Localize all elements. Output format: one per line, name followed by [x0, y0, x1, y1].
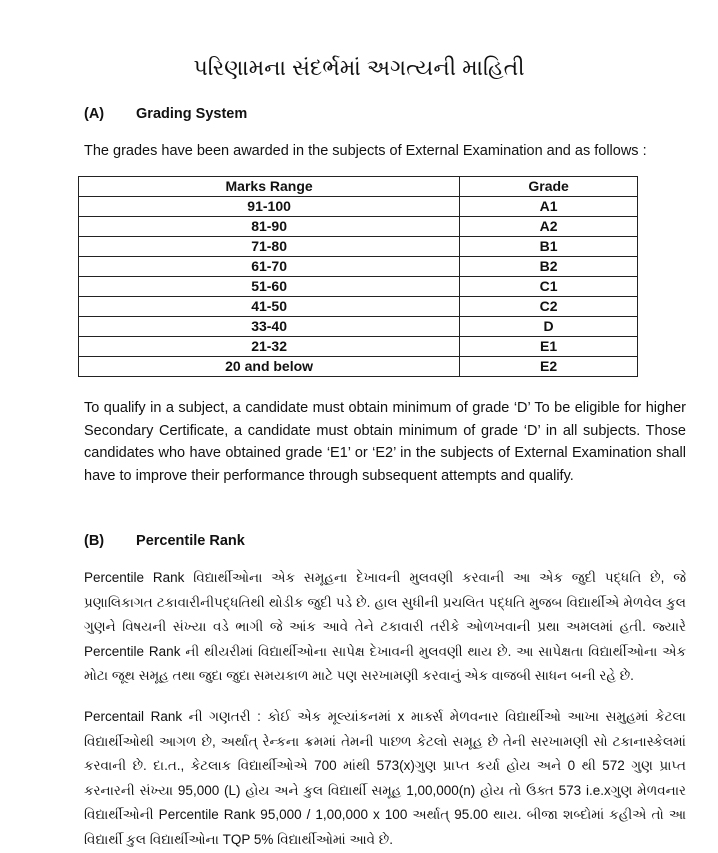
section-b-title: Percentile Rank: [136, 533, 245, 549]
grade-cell: C2: [459, 296, 638, 317]
grade-cell: E2: [459, 356, 638, 377]
percentile-paragraph-2: Percentail Rank ની ગણતરી : કોઈ એક મૂલ્યા…: [84, 709, 686, 847]
percentile-paragraph-1: Percentile Rank વિદ્યાર્થીઓના એક સમૂહના …: [84, 570, 686, 684]
page-title: પરિણામના સંદર્ભમાં અગત્યની માહિતી: [193, 55, 525, 80]
grade-cell: E1: [459, 336, 638, 357]
grade-cell: A1: [459, 196, 638, 217]
marks-range-cell: 71-80: [77, 236, 461, 257]
grade-cell: D: [459, 316, 638, 337]
grading-table: Marks Range Grade 91-100 A1 81-90 A2 71-80 B1…: [77, 176, 638, 377]
section-a-label: (A): [84, 106, 105, 122]
section-b-label: (B): [84, 533, 105, 549]
header-grade: Grade: [459, 176, 638, 197]
marks-range-cell: 81-90: [77, 216, 461, 237]
section-b-heading: (B) Percentile Rank: [84, 533, 245, 549]
marks-range-cell: 41-50: [77, 296, 461, 317]
grading-intro: The grades have been awarded in the subj…: [84, 143, 647, 159]
section-a-title: Grading System: [136, 106, 248, 122]
section-a-heading: (A) Grading System: [84, 106, 247, 122]
marks-range-cell: 33-40: [77, 316, 461, 337]
grade-cell: B1: [459, 236, 638, 257]
table-row: 51-60 C1: [77, 276, 638, 297]
table-row: 61-70 B2: [77, 256, 638, 277]
table-row: 33-40 D: [77, 316, 638, 337]
table-row: 71-80 B1: [77, 236, 638, 257]
grade-cell: B2: [459, 256, 638, 277]
table-row: 91-100 A1: [77, 196, 638, 217]
grade-cell: A2: [459, 216, 638, 237]
table-row: 81-90 A2: [77, 216, 638, 237]
header-marks-range: Marks Range: [77, 176, 461, 197]
marks-range-cell: 61-70: [77, 256, 461, 277]
table-row: 20 and below E2: [77, 356, 638, 377]
grade-cell: C1: [459, 276, 638, 297]
marks-range-cell: 20 and below: [77, 356, 461, 377]
marks-range-cell: 21-32: [77, 336, 461, 357]
marks-range-cell: 51-60: [77, 276, 461, 297]
table-row: 21-32 E1: [77, 336, 638, 357]
marks-range-cell: 91-100: [77, 196, 461, 217]
qualification-note: To qualify in a subject, a candidate mus…: [84, 400, 686, 484]
table-row: 41-50 C2: [77, 296, 638, 317]
